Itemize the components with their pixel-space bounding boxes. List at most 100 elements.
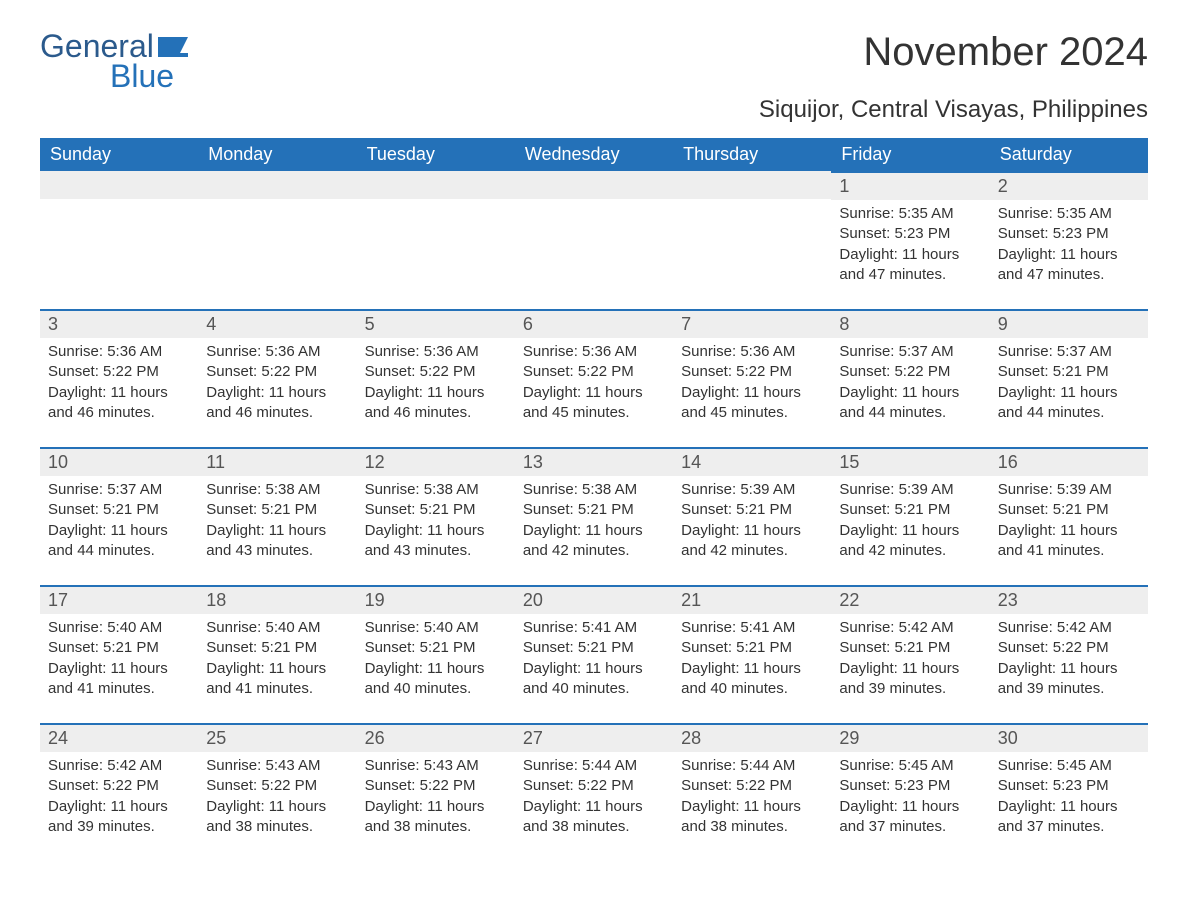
daylight-text: Daylight: 11 hours and 40 minutes.	[523, 659, 665, 700]
day-cell: 23Sunrise: 5:42 AMSunset: 5:22 PMDayligh…	[990, 585, 1148, 723]
daylight-text: Daylight: 11 hours and 39 minutes.	[48, 797, 190, 838]
day-cell: 27 Sunrise: 5:44 AMSunset: 5:22 PMDayligh…	[515, 723, 673, 861]
sunset-text: Sunset: 5:21 PM	[681, 500, 823, 520]
daylight-text: Daylight: 11 hours and 46 minutes.	[365, 383, 507, 424]
sunrise-text: Sunrise: 5:41 AM	[523, 618, 665, 638]
day-body: Sunrise: 5:38 AMSunset: 5:21 PMDaylight:…	[515, 476, 673, 565]
sunset-text: Sunset: 5:22 PM	[681, 362, 823, 382]
page-subtitle: Siquijor, Central Visayas, Philippines	[40, 96, 1148, 124]
day-body: Sunrise: 5:40 AMSunset: 5:21 PMDaylight:…	[357, 614, 515, 703]
sunrise-text: Sunrise: 5:39 AM	[681, 480, 823, 500]
day-number: 25	[198, 725, 356, 752]
sunrise-text: Sunrise: 5:45 AM	[998, 756, 1140, 776]
sunset-text: Sunset: 5:21 PM	[839, 500, 981, 520]
day-body: Sunrise: 5:38 AMSunset: 5:21 PMDaylight:…	[357, 476, 515, 565]
day-number: 15	[831, 449, 989, 476]
day-number: 13	[515, 449, 673, 476]
day-number: 27	[515, 725, 673, 752]
dow-header: Wednesday	[515, 138, 673, 171]
day-body: Sunrise: 5:39 AMSunset: 5:21 PMDaylight:…	[990, 476, 1148, 565]
day-number: 26	[357, 725, 515, 752]
day-body: Sunrise: 5:37 AMSunset: 5:21 PMDaylight:…	[990, 338, 1148, 427]
sunrise-text: Sunrise: 5:44 AM	[523, 756, 665, 776]
sunrise-text: Sunrise: 5:40 AM	[206, 618, 348, 638]
day-body: Sunrise: 5:43 AMSunset: 5:22 PMDaylight:…	[357, 752, 515, 841]
empty-day-header	[515, 171, 673, 199]
sunset-text: Sunset: 5:21 PM	[523, 500, 665, 520]
sunrise-text: Sunrise: 5:37 AM	[48, 480, 190, 500]
daylight-text: Daylight: 11 hours and 38 minutes.	[365, 797, 507, 838]
daylight-text: Daylight: 11 hours and 46 minutes.	[48, 383, 190, 424]
sunset-text: Sunset: 5:22 PM	[365, 776, 507, 796]
sunset-text: Sunset: 5:22 PM	[998, 638, 1140, 658]
day-cell: 26Sunrise: 5:43 AMSunset: 5:22 PMDayligh…	[357, 723, 515, 861]
sunset-text: Sunset: 5:22 PM	[206, 776, 348, 796]
day-body: Sunrise: 5:41 AMSunset: 5:21 PMDaylight:…	[515, 614, 673, 703]
dow-header: Monday	[198, 138, 356, 171]
sunset-text: Sunset: 5:22 PM	[523, 362, 665, 382]
sunset-text: Sunset: 5:22 PM	[365, 362, 507, 382]
day-body: Sunrise: 5:39 AMSunset: 5:21 PMDaylight:…	[831, 476, 989, 565]
daylight-text: Daylight: 11 hours and 42 minutes.	[523, 521, 665, 562]
day-cell: 14Sunrise: 5:39 AMSunset: 5:21 PMDayligh…	[673, 447, 831, 585]
day-cell: 22Sunrise: 5:42 AMSunset: 5:21 PMDayligh…	[831, 585, 989, 723]
day-body: Sunrise: 5:37 AMSunset: 5:22 PMDaylight:…	[831, 338, 989, 427]
empty-day-header	[40, 171, 198, 199]
sunrise-text: Sunrise: 5:36 AM	[523, 342, 665, 362]
sunrise-text: Sunrise: 5:41 AM	[681, 618, 823, 638]
sunrise-text: Sunrise: 5:35 AM	[998, 204, 1140, 224]
sunrise-text: Sunrise: 5:37 AM	[839, 342, 981, 362]
sunset-text: Sunset: 5:22 PM	[523, 776, 665, 796]
daylight-text: Daylight: 11 hours and 39 minutes.	[839, 659, 981, 700]
sunrise-text: Sunrise: 5:43 AM	[365, 756, 507, 776]
day-body: Sunrise: 5:36 AMSunset: 5:22 PMDaylight:…	[40, 338, 198, 427]
day-cell: 8Sunrise: 5:37 AMSunset: 5:22 PMDaylight…	[831, 309, 989, 447]
day-body: Sunrise: 5:36 AMSunset: 5:22 PMDaylight:…	[357, 338, 515, 427]
sunset-text: Sunset: 5:22 PM	[681, 776, 823, 796]
daylight-text: Daylight: 11 hours and 37 minutes.	[998, 797, 1140, 838]
day-number: 4	[198, 311, 356, 338]
day-cell	[40, 171, 198, 309]
sunrise-text: Sunrise: 5:35 AM	[839, 204, 981, 224]
day-body: Sunrise: 5:45 AMSunset: 5:23 PMDaylight:…	[990, 752, 1148, 841]
sunrise-text: Sunrise: 5:40 AM	[48, 618, 190, 638]
dow-header: Saturday	[990, 138, 1148, 171]
day-number: 8	[831, 311, 989, 338]
day-number: 12	[357, 449, 515, 476]
empty-day-header	[673, 171, 831, 199]
daylight-text: Daylight: 11 hours and 41 minutes.	[206, 659, 348, 700]
day-number: 6	[515, 311, 673, 338]
daylight-text: Daylight: 11 hours and 45 minutes.	[523, 383, 665, 424]
day-cell: 15Sunrise: 5:39 AMSunset: 5:21 PMDayligh…	[831, 447, 989, 585]
day-body: Sunrise: 5:37 AMSunset: 5:21 PMDaylight:…	[40, 476, 198, 565]
sunset-text: Sunset: 5:21 PM	[48, 638, 190, 658]
daylight-text: Daylight: 11 hours and 38 minutes.	[523, 797, 665, 838]
day-cell: 1Sunrise: 5:35 AMSunset: 5:23 PMDaylight…	[831, 171, 989, 309]
sunrise-text: Sunrise: 5:37 AM	[998, 342, 1140, 362]
day-number: 23	[990, 587, 1148, 614]
day-cell: 2Sunrise: 5:35 AMSunset: 5:23 PMDaylight…	[990, 171, 1148, 309]
day-number: 9	[990, 311, 1148, 338]
daylight-text: Daylight: 11 hours and 39 minutes.	[998, 659, 1140, 700]
day-cell: 9Sunrise: 5:37 AMSunset: 5:21 PMDaylight…	[990, 309, 1148, 447]
day-number: 29	[831, 725, 989, 752]
sunrise-text: Sunrise: 5:38 AM	[523, 480, 665, 500]
day-number: 16	[990, 449, 1148, 476]
day-body: Sunrise: 5:39 AMSunset: 5:21 PMDaylight:…	[673, 476, 831, 565]
day-body: Sunrise: 5:36 AMSunset: 5:22 PMDaylight:…	[198, 338, 356, 427]
day-cell: 30Sunrise: 5:45 AMSunset: 5:23 PMDayligh…	[990, 723, 1148, 861]
day-cell	[198, 171, 356, 309]
sunset-text: Sunset: 5:21 PM	[365, 500, 507, 520]
sunset-text: Sunset: 5:21 PM	[48, 500, 190, 520]
day-number: 17	[40, 587, 198, 614]
daylight-text: Daylight: 11 hours and 44 minutes.	[998, 383, 1140, 424]
day-cell: 7Sunrise: 5:36 AMSunset: 5:22 PMDaylight…	[673, 309, 831, 447]
day-number: 30	[990, 725, 1148, 752]
sunrise-text: Sunrise: 5:45 AM	[839, 756, 981, 776]
sunset-text: Sunset: 5:22 PM	[839, 362, 981, 382]
day-number: 18	[198, 587, 356, 614]
sunrise-text: Sunrise: 5:39 AM	[998, 480, 1140, 500]
sunset-text: Sunset: 5:21 PM	[681, 638, 823, 658]
day-cell: 19Sunrise: 5:40 AMSunset: 5:21 PMDayligh…	[357, 585, 515, 723]
empty-day-header	[357, 171, 515, 199]
